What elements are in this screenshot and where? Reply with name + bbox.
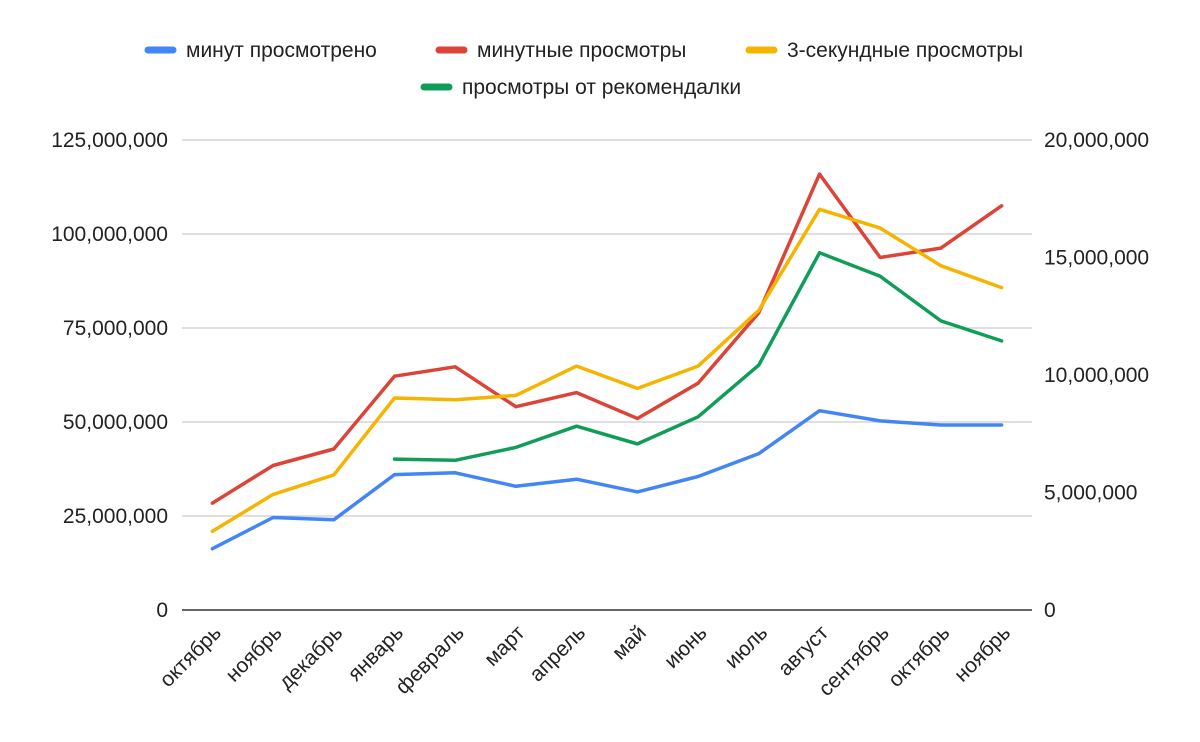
data-point (453, 471, 457, 475)
legend-label: минутные просмотры (477, 39, 686, 62)
data-point (575, 477, 579, 481)
data-point (575, 424, 579, 428)
x-tick-label: июль (721, 621, 773, 673)
data-point (393, 457, 396, 461)
data-point (818, 172, 821, 176)
data-point (514, 405, 518, 409)
data-point (818, 251, 821, 255)
right-y-tick-label: 20,000,000 (1044, 129, 1149, 152)
right-y-tick-label: 5,000,000 (1044, 482, 1137, 505)
right-y-tick-label: 15,000,000 (1044, 247, 1149, 270)
left-y-tick-label: 50,000,000 (63, 411, 168, 434)
data-point (939, 319, 943, 323)
data-point (210, 547, 214, 551)
legend-item[interactable]: минут просмотрено (144, 39, 377, 62)
data-point (818, 207, 821, 211)
data-point (1000, 423, 1004, 427)
x-tick-label: май (608, 621, 651, 664)
x-tick-label: август (774, 621, 834, 681)
data-point (210, 529, 214, 533)
data-point (393, 374, 396, 378)
data-point (453, 398, 457, 402)
data-point (696, 364, 700, 368)
data-point (393, 396, 396, 400)
data-point (514, 445, 518, 449)
right-y-tick-label: 10,000,000 (1044, 364, 1149, 387)
left-y-tick-label: 100,000,000 (51, 223, 168, 246)
data-point (271, 492, 275, 496)
data-point (1000, 204, 1004, 208)
series-line-3 (210, 207, 1004, 534)
data-point (514, 393, 518, 397)
data-point (332, 447, 336, 451)
data-point (453, 365, 457, 369)
series-line-1 (210, 408, 1004, 551)
data-point (635, 386, 639, 390)
x-tick-label: октябрь (884, 621, 955, 692)
legend-label: просмотры от рекомендалки (462, 76, 741, 99)
data-point (635, 490, 639, 494)
left-y-tick-label: 0 (156, 599, 168, 622)
data-point (393, 473, 396, 477)
data-point (1000, 286, 1004, 290)
legend: минут просмотрено минутные просмотры 3-сек… (144, 39, 1023, 99)
legend-item[interactable]: просмотры от рекомендалки (420, 76, 741, 99)
data-point (757, 308, 761, 312)
data-point (757, 363, 761, 367)
right-y-axis: 0 5,000,000 10,000,000 15,000,000 20,000,000 (1044, 129, 1149, 622)
data-point (757, 452, 761, 456)
data-point (271, 463, 275, 467)
legend-label: 3-секундные просмотры (787, 39, 1023, 62)
data-point (575, 391, 579, 395)
data-point (332, 518, 336, 522)
left-y-tick-label: 75,000,000 (63, 317, 168, 340)
data-point (332, 473, 336, 477)
data-point (635, 416, 639, 420)
x-tick-label: апрель (525, 621, 590, 686)
x-tick-label: декабрь (275, 621, 348, 694)
data-point (878, 274, 882, 278)
x-tick-label: октябрь (155, 621, 226, 692)
legend-label: минут просмотрено (186, 39, 377, 62)
data-point (696, 415, 700, 419)
data-point (453, 458, 457, 462)
data-point (878, 226, 882, 230)
left-y-tick-label: 25,000,000 (63, 505, 168, 528)
data-point (514, 484, 518, 488)
x-tick-label: ноябрь (950, 621, 1015, 686)
x-tick-label: июнь (660, 621, 712, 673)
data-point (271, 516, 275, 520)
legend-item[interactable]: минутные просмотры (435, 39, 686, 62)
data-point (878, 419, 882, 423)
series-line-4 (392, 251, 1004, 463)
left-y-tick-label: 125,000,000 (51, 129, 168, 152)
data-point (939, 246, 943, 250)
gridlines (182, 139, 1032, 611)
series-line-2 (210, 172, 1004, 505)
left-y-axis: 0 25,000,000 50,000,000 75,000,000 100,000,0… (51, 129, 168, 622)
data-point (818, 409, 821, 413)
data-point (696, 381, 700, 385)
right-y-tick-label: 0 (1044, 599, 1056, 622)
data-point (210, 501, 214, 505)
data-point (939, 264, 943, 268)
data-point (696, 475, 700, 479)
data-point (939, 423, 943, 427)
data-point (635, 442, 639, 446)
data-point (575, 364, 579, 368)
legend-item[interactable]: 3-секундные просмотры (745, 39, 1023, 62)
data-point (1000, 339, 1004, 343)
series-lines (210, 172, 1004, 551)
data-point (878, 256, 882, 259)
x-tick-label: март (480, 621, 530, 671)
